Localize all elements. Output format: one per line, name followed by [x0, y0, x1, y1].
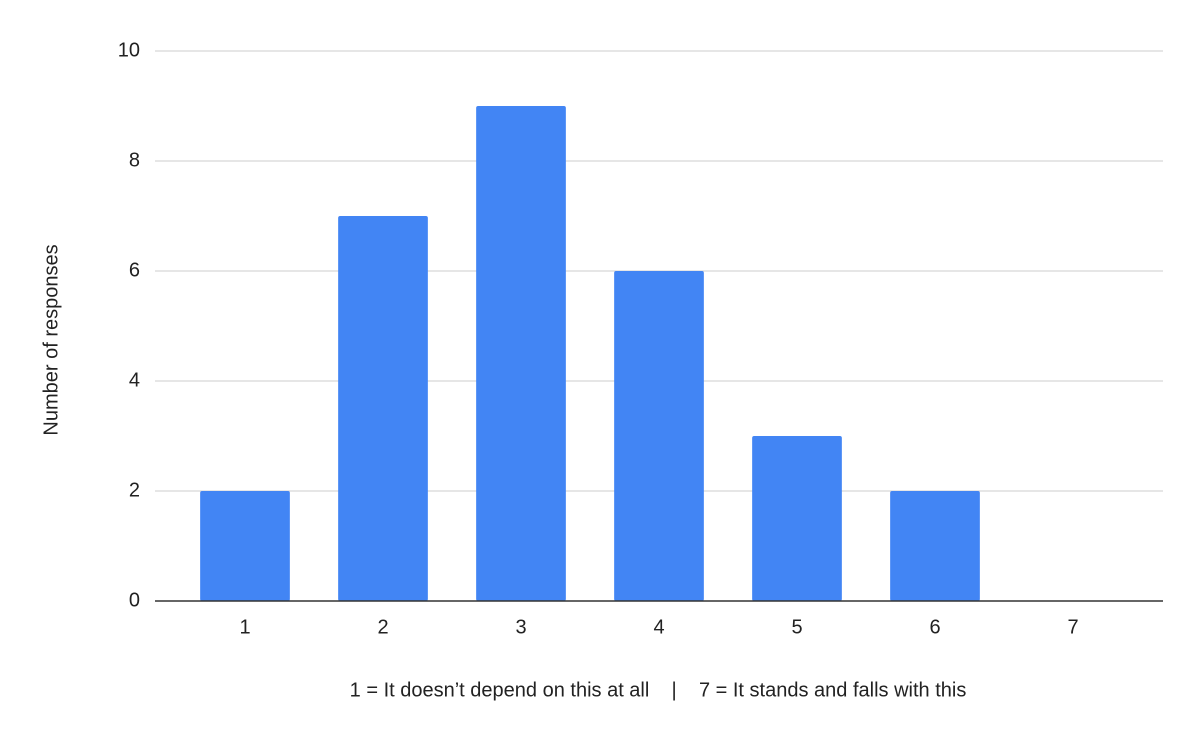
x-tick-label: 6 — [929, 616, 940, 638]
y-axis-label: Number of responses — [40, 244, 62, 435]
y-tick-label: 0 — [129, 589, 140, 611]
x-tick-label: 5 — [791, 616, 802, 638]
x-tick-label: 4 — [653, 616, 664, 638]
x-tick-label: 3 — [515, 616, 526, 638]
x-tick-label: 1 — [239, 616, 250, 638]
x-tick-label: 2 — [377, 616, 388, 638]
bar — [614, 271, 704, 601]
x-tick-label: 7 — [1067, 616, 1078, 638]
bar — [752, 436, 842, 601]
bar — [890, 491, 980, 601]
bar — [338, 216, 428, 601]
y-tick-label: 4 — [129, 369, 140, 391]
y-tick-label: 6 — [129, 259, 140, 281]
x-axis-label: 1 = It doesn’t depend on this at all | 7… — [350, 679, 967, 701]
y-tick-label: 8 — [129, 149, 140, 171]
bar — [476, 106, 566, 601]
y-tick-label: 2 — [129, 479, 140, 501]
bar — [200, 491, 290, 601]
y-tick-label: 10 — [118, 39, 140, 61]
